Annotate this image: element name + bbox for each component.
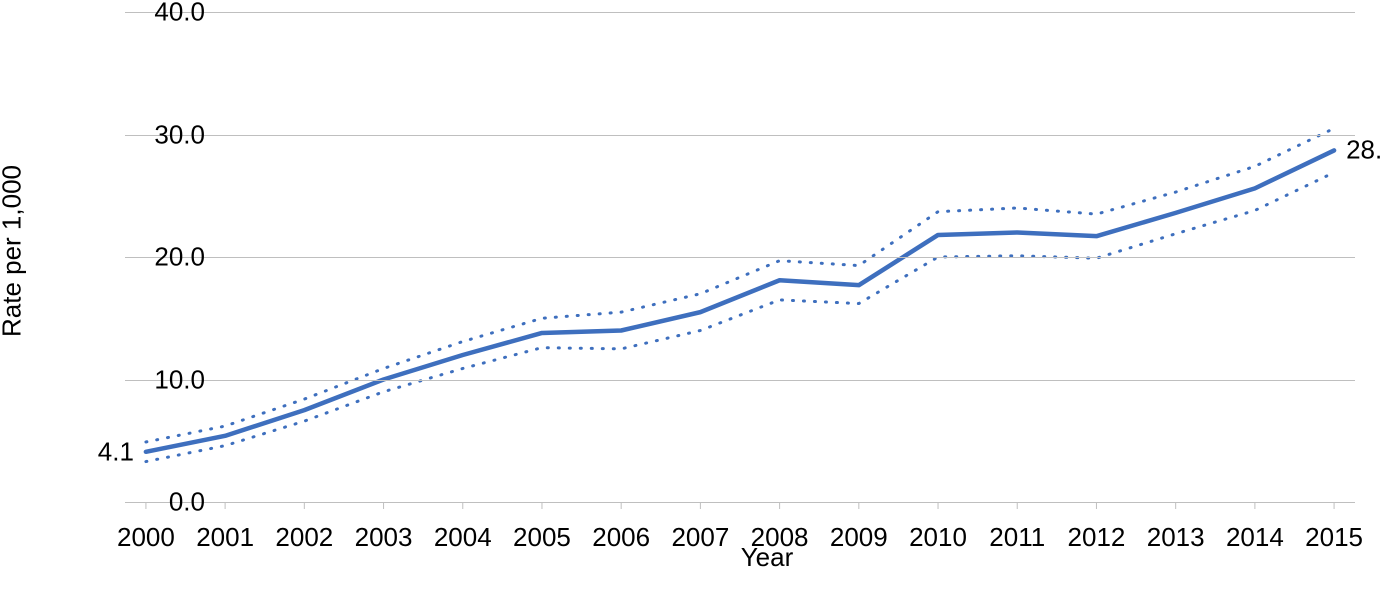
data-label: 28.7: [1346, 135, 1383, 166]
data-label: 4.1: [98, 436, 134, 467]
x-tick-label: 2011: [989, 522, 1045, 553]
plot-area: 0.010.020.030.040.0200020012002200320042…: [125, 12, 1355, 502]
y-tick-label: 20.0: [154, 242, 205, 273]
x-tick-label: 2003: [355, 522, 413, 553]
main-line: [146, 150, 1334, 451]
y-tick-label: 40.0: [154, 0, 205, 28]
x-tick-label: 2005: [513, 522, 571, 553]
y-axis-label: Rate per 1,000: [0, 165, 28, 337]
gridline: [125, 502, 1355, 503]
x-tick-label: 2014: [1226, 522, 1284, 553]
line-chart: Rate per 1,000 Year 0.010.020.030.040.02…: [30, 0, 1370, 570]
gridline: [125, 257, 1355, 258]
x-tick-label: 2007: [671, 522, 729, 553]
gridline: [125, 135, 1355, 136]
x-tick-label: 2012: [1068, 522, 1126, 553]
y-tick-label: 10.0: [154, 364, 205, 395]
x-tick-label: 2004: [434, 522, 492, 553]
x-tick-label: 2001: [196, 522, 254, 553]
x-tick-label: 2015: [1305, 522, 1363, 553]
x-tick-label: 2000: [117, 522, 175, 553]
x-tick-label: 2013: [1147, 522, 1205, 553]
ci-lower-line: [146, 172, 1334, 461]
y-tick-label: 30.0: [154, 119, 205, 150]
x-tick-label: 2008: [751, 522, 809, 553]
gridline: [125, 380, 1355, 381]
ci-upper-line: [146, 128, 1334, 442]
x-tick-label: 2002: [275, 522, 333, 553]
gridline: [125, 12, 1355, 13]
x-tick-label: 2006: [592, 522, 650, 553]
x-tick-label: 2009: [830, 522, 888, 553]
x-tick-label: 2010: [909, 522, 967, 553]
y-tick-label: 0.0: [169, 487, 205, 518]
